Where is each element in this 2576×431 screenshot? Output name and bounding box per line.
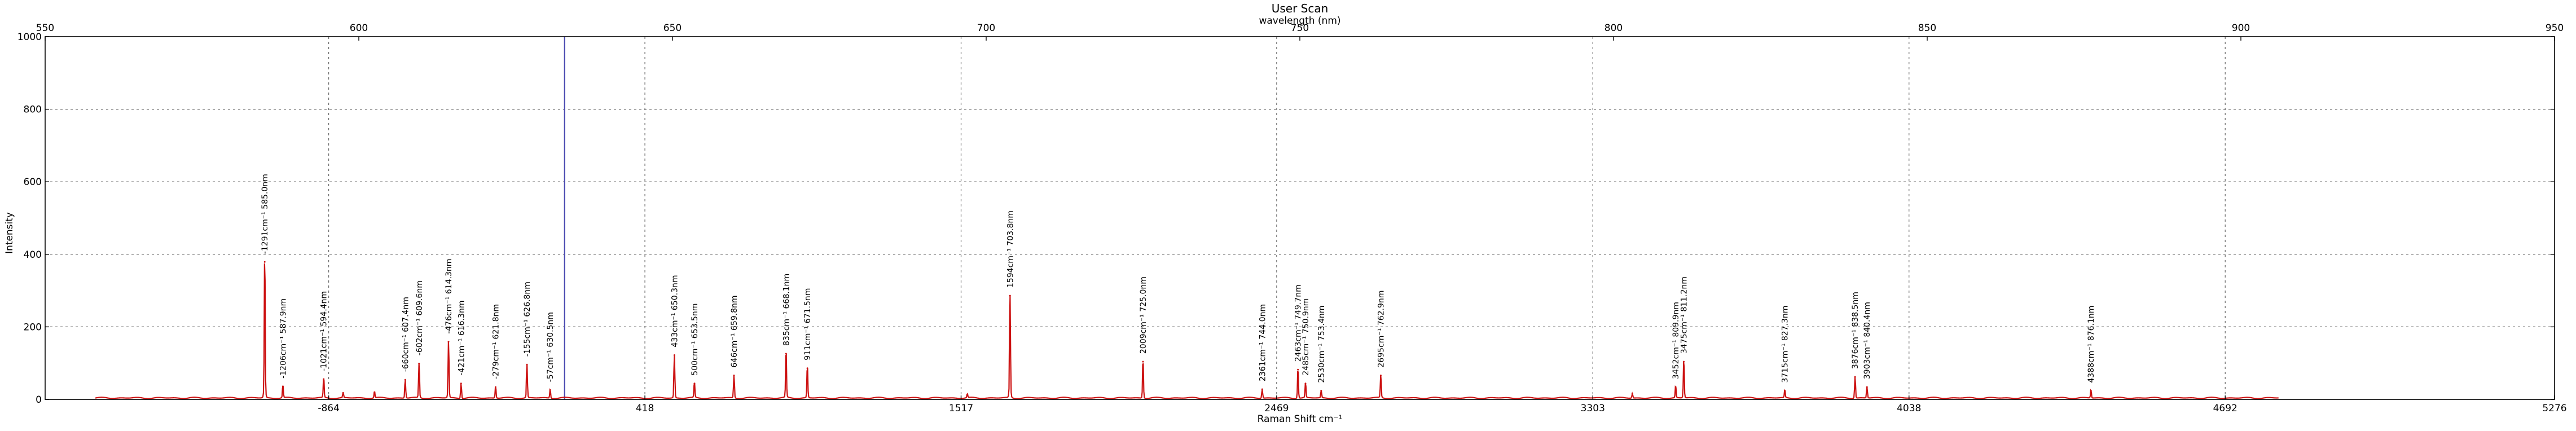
peak-label: 3475cm⁻¹ 811.2nm: [1680, 276, 1689, 354]
spectrum-line: [95, 263, 2279, 399]
peak-point: [342, 392, 344, 394]
y-tick-label: 600: [24, 177, 42, 188]
peak-label: 3452cm⁻¹ 809.9nm: [1672, 302, 1681, 379]
peak-point: [404, 379, 406, 381]
bottom-tick-label: 2469: [1264, 403, 1289, 414]
peak-point: [693, 382, 696, 385]
top-tick-label: 800: [1604, 23, 1623, 34]
peak-label: -155cm⁻¹ 626.8nm: [523, 282, 532, 357]
peak-label: 3715cm⁻¹ 827.3nm: [1781, 306, 1790, 383]
peak-label: -279cm⁻¹ 621.8nm: [491, 304, 500, 379]
peak-point: [1142, 360, 1144, 363]
peak-label: -421cm⁻¹ 616.3nm: [457, 301, 466, 376]
peak-point: [373, 391, 376, 393]
x-axis-label: Raman Shift cm⁻¹: [1258, 414, 1343, 425]
peak-label: 3876cm⁻¹ 838.5nm: [1851, 292, 1860, 369]
peak-point: [1009, 294, 1011, 297]
bottom-tick-label: 418: [636, 403, 654, 414]
peak-label: 2530cm⁻¹ 753.4nm: [1317, 306, 1326, 383]
peak-point: [1854, 376, 1856, 378]
peak-point: [282, 385, 284, 388]
peak-label: 2361cm⁻¹ 744.0nm: [1258, 304, 1267, 381]
peak-label: -57cm⁻¹ 630.5nm: [546, 312, 555, 382]
peak-label: 4388cm⁻¹ 876.1nm: [2087, 306, 2096, 383]
y-tick-label: 1000: [17, 32, 42, 43]
peak-point: [1674, 386, 1677, 388]
peak-point: [1631, 393, 1633, 395]
y-tick-label: 200: [24, 322, 42, 333]
top-tick-label: 700: [977, 23, 995, 34]
peak-point: [1261, 388, 1263, 390]
y-tick-label: 0: [36, 394, 42, 406]
y-tick-label: 800: [24, 104, 42, 116]
bottom-tick-label: 5276: [2542, 403, 2566, 414]
peak-point: [447, 341, 450, 343]
peak-point: [263, 261, 266, 263]
peak-point: [966, 393, 969, 395]
peak-label: 2695cm⁻¹ 762.9nm: [1377, 291, 1386, 368]
top-tick-label: 900: [2232, 23, 2250, 34]
peak-point: [1320, 390, 1322, 392]
peak-point: [673, 354, 675, 357]
spectrum-layer: [95, 261, 2279, 399]
peak-point: [526, 363, 528, 366]
top-tick-label: 550: [36, 23, 54, 34]
peak-label: 646cm⁻¹ 659.8nm: [730, 295, 739, 367]
peak-label: -1206cm⁻¹ 587.9nm: [279, 298, 288, 379]
chart-title: User Scan: [1272, 2, 1329, 15]
bottom-tick-label: 3303: [1581, 403, 1605, 414]
peak-point: [1784, 390, 1786, 392]
top-tick-label: 600: [350, 23, 368, 34]
peak-point: [1304, 382, 1307, 385]
y-tick-label: 400: [24, 249, 42, 261]
peak-label: -1021cm⁻¹ 594.4nm: [320, 291, 329, 371]
peak-point: [733, 375, 735, 377]
top-tick-label: 650: [663, 23, 682, 34]
peak-point: [460, 382, 462, 385]
bottom-tick-label: 4692: [2213, 403, 2237, 414]
bottom-tick-label: 1517: [949, 403, 973, 414]
peak-point: [1866, 386, 1868, 388]
peak-label: 2485cm⁻¹ 750.9nm: [1302, 298, 1311, 376]
peak-point: [806, 367, 808, 370]
peak-point: [323, 378, 325, 380]
grid-lines: [45, 37, 2555, 399]
peak-label: 911cm⁻¹ 671.5nm: [803, 288, 812, 360]
peak-label: -602cm⁻¹ 609.6nm: [415, 280, 424, 355]
peak-label: 1594cm⁻¹ 703.8nm: [1006, 210, 1015, 288]
peak-point: [494, 386, 496, 388]
peak-label: 2463cm⁻¹ 749.7nm: [1294, 284, 1303, 362]
peak-point: [785, 353, 787, 355]
top-axis-label: wavelength (nm): [1259, 15, 1340, 27]
peak-label: 3903cm⁻¹ 840.4nm: [1863, 302, 1872, 379]
top-tick-label: 950: [2546, 23, 2564, 34]
peak-label: -1291cm⁻¹ 585.0nm: [261, 174, 270, 254]
y-axis-label: Intensity: [4, 212, 15, 254]
peak-label: -660cm⁻¹ 607.4nm: [401, 297, 410, 372]
peak-point: [1683, 360, 1685, 363]
peak-point: [549, 389, 551, 391]
bottom-tick-label: 4038: [1897, 403, 1921, 414]
peak-label: 500cm⁻¹ 653.5nm: [691, 304, 700, 376]
peak-label: 835cm⁻¹ 668.1nm: [782, 274, 791, 346]
peak-label: -476cm⁻¹ 614.3nm: [445, 259, 454, 334]
peak-label: 433cm⁻¹ 650.3nm: [670, 275, 679, 347]
peak-point: [418, 362, 420, 364]
top-tick-label: 750: [1291, 23, 1309, 34]
peak-labels: -1291cm⁻¹ 585.0nm -1206cm⁻¹ 587.9nm -1021c…: [261, 174, 2096, 382]
bottom-tick-label: -864: [318, 403, 340, 414]
peak-label: 2009cm⁻¹ 725.0nm: [1139, 276, 1148, 354]
top-tick-label: 850: [1918, 23, 1936, 34]
peak-point: [1379, 375, 1382, 377]
peak-point: [1297, 368, 1299, 371]
peak-point: [2090, 390, 2092, 392]
